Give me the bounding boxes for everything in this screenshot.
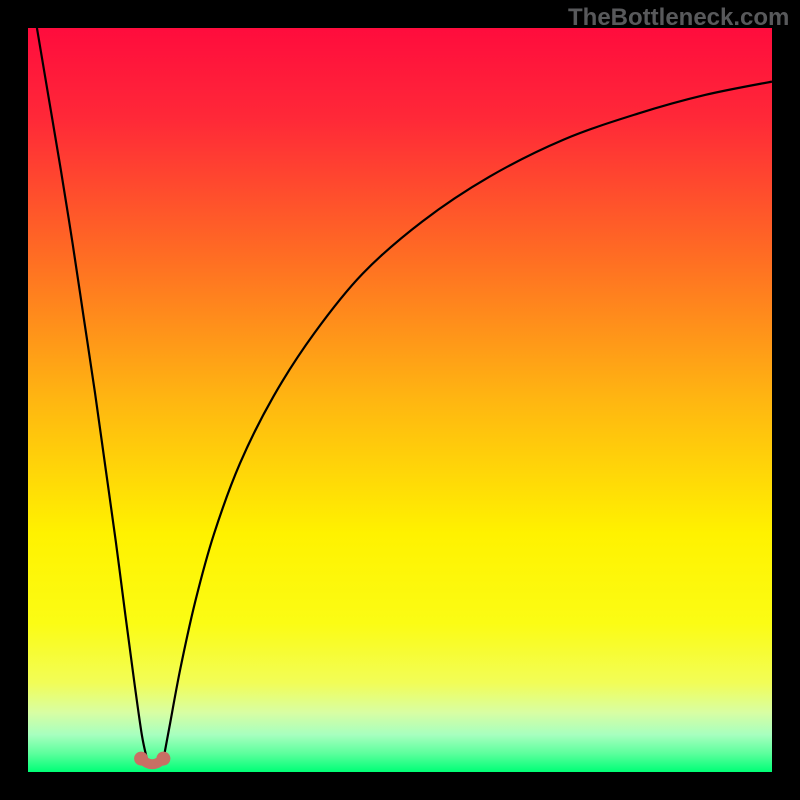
chart-container: TheBottleneck.com [0,0,800,800]
dip-marker [134,752,170,766]
curve-layer [28,28,772,772]
watermark-text: TheBottleneck.com [568,4,789,32]
dip-connector [141,759,163,765]
right-curve [163,82,772,760]
left-curve [37,28,147,759]
